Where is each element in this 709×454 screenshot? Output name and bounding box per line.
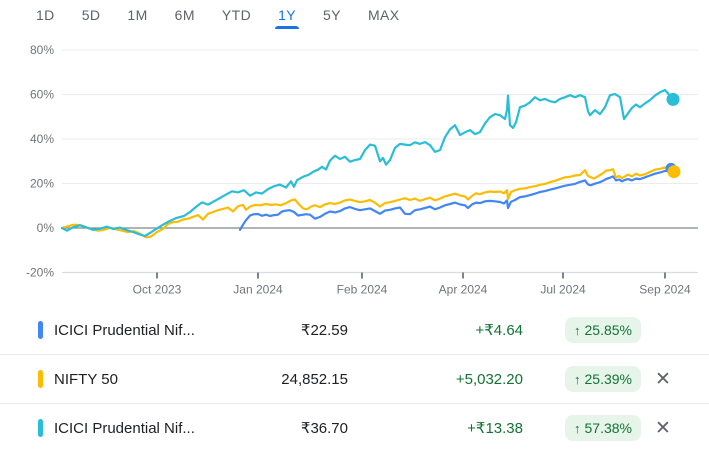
- up-arrow-icon: ↑: [574, 322, 581, 338]
- tab-ytd[interactable]: YTD: [221, 7, 252, 23]
- y-axis-label: 20%: [30, 177, 54, 191]
- remove-series-button[interactable]: ✕: [655, 368, 671, 390]
- y-axis-label: 40%: [30, 132, 54, 146]
- security-name: ICICI Prudential Nif...: [54, 321, 195, 339]
- chart-line-series-0: [238, 169, 675, 231]
- tab-max[interactable]: MAX: [367, 7, 400, 23]
- change-percent-badge: ↑ 25.85%: [565, 317, 641, 343]
- security-change: +₹4.64: [475, 322, 524, 339]
- y-axis-label: 60%: [30, 88, 54, 102]
- security-name: ICICI Prudential Nif...: [54, 419, 195, 437]
- change-percent-badge: ↑ 25.39%: [565, 366, 641, 392]
- remove-series-button[interactable]: ✕: [655, 417, 671, 439]
- tab-1d[interactable]: 1D: [36, 7, 55, 23]
- security-price: ₹22.59: [300, 322, 348, 339]
- security-change: +5,032.20: [455, 370, 523, 388]
- last-price-dot-series-2: [666, 92, 680, 106]
- x-axis-label: Oct 2023: [133, 283, 182, 297]
- legend-row-icici-nifty-etf-2[interactable]: ICICI Prudential Nif... ₹36.70 +₹13.38 ↑…: [0, 404, 709, 452]
- change-percent-value: 25.85%: [584, 322, 632, 338]
- tab-1m[interactable]: 1M: [127, 7, 148, 23]
- time-range-tabbar: 1D 5D 1M 6M YTD 1Y 5Y MAX: [36, 0, 709, 32]
- change-percent-value: 57.38%: [584, 420, 632, 436]
- up-arrow-icon: ↑: [574, 420, 581, 436]
- tab-1y-active[interactable]: 1Y: [275, 7, 299, 29]
- legend-table: ICICI Prudential Nif... ₹22.59 +₹4.64 ↑ …: [0, 306, 709, 452]
- x-axis-label: Sep 2024: [639, 283, 691, 297]
- tab-6m[interactable]: 6M: [174, 7, 195, 23]
- series-color-marker: [38, 419, 43, 437]
- security-price: 24,852.15: [281, 370, 348, 388]
- security-change: +₹13.38: [467, 420, 523, 437]
- tab-5d[interactable]: 5D: [81, 7, 101, 23]
- security-price: ₹36.70: [300, 420, 348, 437]
- series-color-marker: [38, 370, 43, 388]
- tab-5y[interactable]: 5Y: [323, 7, 341, 23]
- last-price-dot-series-1: [667, 165, 681, 179]
- x-axis-label: Feb 2024: [337, 283, 388, 297]
- y-axis-label: -20%: [26, 266, 54, 280]
- chart-line-series-2: [60, 88, 675, 238]
- up-arrow-icon: ↑: [574, 371, 581, 387]
- y-axis-label: 0%: [37, 221, 55, 235]
- security-name: NIFTY 50: [54, 370, 118, 388]
- x-axis-label: Jan 2024: [233, 283, 283, 297]
- comparison-chart[interactable]: 80% 60% 40% 20% 0% -20% Oct 2023 Jan 2024 Feb 20…: [0, 32, 709, 304]
- series-color-marker: [38, 321, 43, 339]
- x-axis-label: Apr 2024: [439, 283, 488, 297]
- change-percent-value: 25.39%: [584, 371, 632, 387]
- x-axis-label: Jul 2024: [540, 283, 586, 297]
- y-axis-label: 80%: [30, 43, 54, 57]
- legend-row-icici-nifty-etf-1[interactable]: ICICI Prudential Nif... ₹22.59 +₹4.64 ↑ …: [0, 306, 709, 355]
- change-percent-badge: ↑ 57.38%: [565, 415, 641, 441]
- chart-area: 80% 60% 40% 20% 0% -20% Oct 2023 Jan 2024 Feb 20…: [0, 32, 709, 304]
- legend-row-nifty-50[interactable]: NIFTY 50 24,852.15 +5,032.20 ↑ 25.39% ✕: [0, 355, 709, 404]
- chart-line-series-1: [60, 166, 675, 239]
